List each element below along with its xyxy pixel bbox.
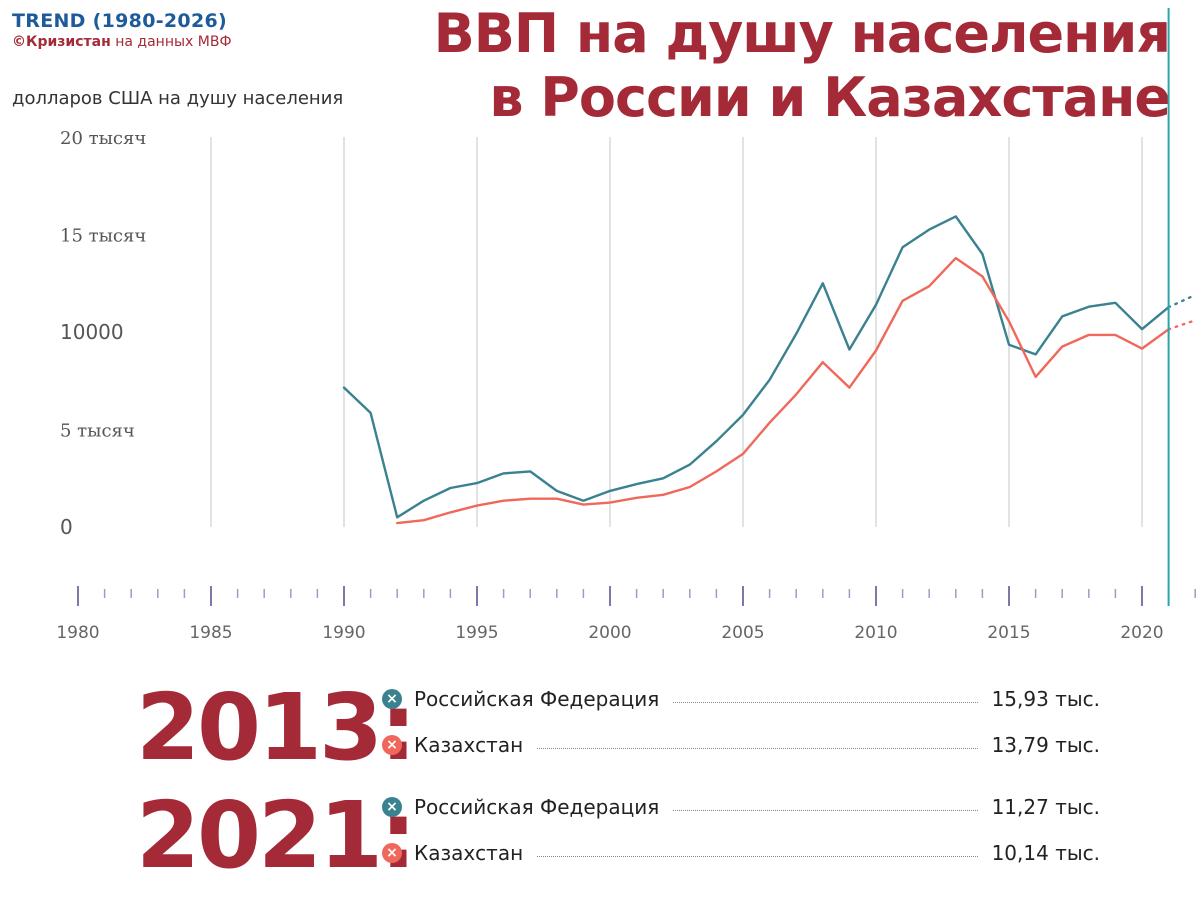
x-tick-label: 2015 [987, 623, 1030, 643]
series-forecast-kazakhstan [1167, 319, 1197, 331]
brand-source: ©Кризистан на данных МВФ [12, 34, 232, 50]
brand-source-name: ©Кризистан [12, 34, 111, 50]
series-forecast-russia [1167, 293, 1197, 309]
y-tick-label: 10000 [60, 320, 124, 344]
chart-title: ВВП на душу населения в России и Казахст… [433, 2, 1171, 130]
summary-value: 10,14 тыс. [991, 841, 1100, 865]
x-tick-label: 2005 [721, 623, 764, 643]
dot-leader [673, 701, 978, 703]
x-circle-icon: × [382, 797, 402, 817]
summary-year-label: 2013: [136, 674, 417, 781]
dot-leader [673, 809, 978, 811]
y-unit-label: долларов США на душу населения [12, 88, 344, 109]
x-tick-label: 2010 [854, 623, 897, 643]
x-tick-label: 1990 [322, 623, 365, 643]
brand-source-rest: на данных МВФ [115, 34, 232, 50]
summary-country-name: Казахстан [414, 733, 524, 757]
y-tick-label: 20 тысяч [60, 128, 146, 149]
brand-title: TREND (1980-2026) [12, 10, 227, 32]
grid-lines [210, 137, 1143, 527]
x-circle-icon: × [382, 735, 402, 755]
brand-block: TREND (1980-2026) ©Кризистан на данных М… [12, 10, 232, 50]
summary-country-name: Казахстан [414, 841, 524, 865]
summary-row: × Казахстан 10,14 тыс. [382, 838, 1100, 868]
y-tick-label: 0 [60, 515, 73, 539]
dot-leader [537, 747, 978, 749]
chart-title-line1: ВВП на душу населения [433, 2, 1171, 65]
summary-country-name: Российская Федерация [414, 795, 660, 819]
summary-value: 13,79 тыс. [991, 733, 1100, 757]
x-tick-label: 1980 [56, 623, 99, 643]
summary-country-name: Российская Федерация [414, 687, 660, 711]
dot-leader [537, 855, 978, 857]
x-circle-icon: × [382, 689, 402, 709]
series-lines [342, 215, 1197, 525]
series-line-kazakhstan [396, 256, 1170, 525]
chart-title-line2: в России и Казахстане [489, 66, 1171, 129]
x-tick-label: 2020 [1120, 623, 1163, 643]
summary-value: 11,27 тыс. [991, 795, 1100, 819]
x-axis: 1980 1985 1990 1995 2000 2005 2010 2015 2020 [56, 586, 1196, 643]
x-tick-label: 2000 [588, 623, 631, 643]
x-tick-label: 1985 [189, 623, 232, 643]
x-circle-icon: × [382, 843, 402, 863]
summary-row: × Российская Федерация 15,93 тыс. [382, 684, 1100, 714]
summary-year-label: 2021: [136, 782, 417, 889]
series-line-russia [342, 215, 1170, 519]
summary-value: 15,93 тыс. [991, 687, 1100, 711]
summary-row: × Российская Федерация 11,27 тыс. [382, 792, 1100, 822]
y-axis-ticks: 0 5 тысяч 10000 15 тысяч 20 тысяч [60, 128, 146, 539]
summary-row: × Казахстан 13,79 тыс. [382, 730, 1100, 760]
y-tick-label: 5 тысяч [60, 421, 135, 442]
x-tick-label: 1995 [455, 623, 498, 643]
y-tick-label: 15 тысяч [60, 226, 146, 247]
